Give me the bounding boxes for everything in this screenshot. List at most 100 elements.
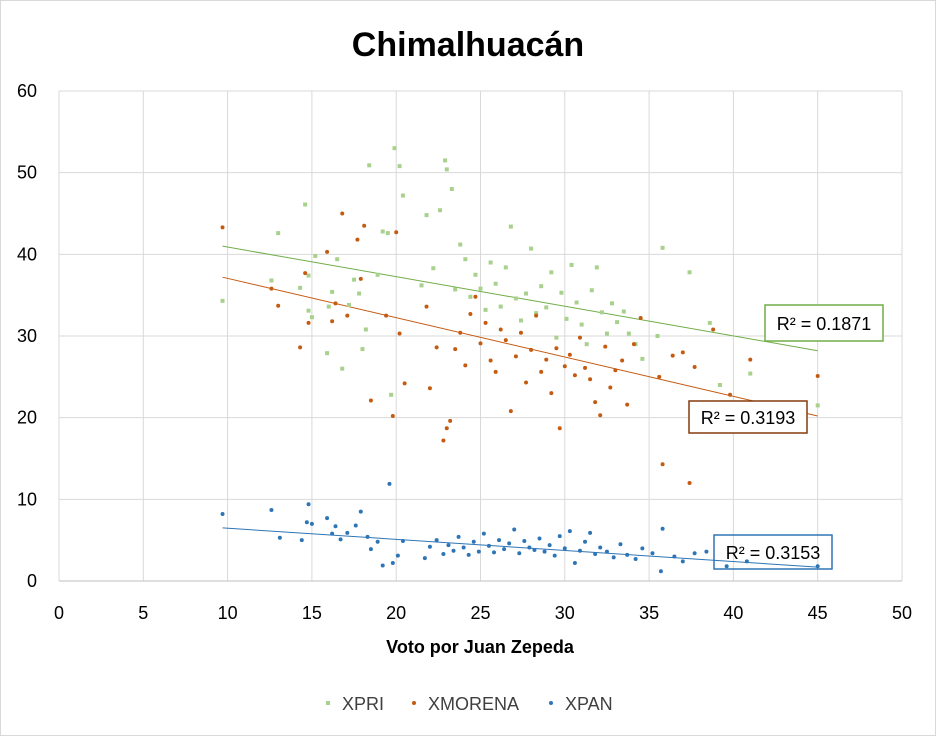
point-xpan [692, 551, 697, 556]
point-xmorena [473, 294, 478, 299]
point-xpan [650, 551, 655, 556]
point-xmorena [518, 330, 523, 335]
point-xpan [502, 547, 507, 552]
point-xmorena [583, 365, 588, 370]
point-xpri [335, 257, 340, 262]
point-xpri [330, 289, 335, 294]
point-xmorena [687, 481, 692, 485]
point-xmorena [598, 413, 603, 418]
point-xpan [572, 561, 577, 566]
point-xpan [557, 534, 562, 539]
point-xpri [313, 253, 318, 258]
legend-label-xmorena: XMORENA [428, 694, 519, 714]
x-tick-label: 25 [470, 603, 490, 623]
point-xpan [456, 534, 461, 539]
point-xpri [707, 320, 712, 325]
point-xpan [338, 537, 343, 542]
point-xpri [431, 266, 436, 271]
point-xmorena [303, 271, 308, 276]
point-xpri [599, 310, 604, 315]
point-xpri [564, 316, 569, 321]
point-xmorena [345, 313, 350, 318]
point-xpri [346, 302, 351, 307]
point-xmorena [424, 304, 429, 309]
point-xpri [815, 403, 820, 408]
point-xpan [633, 556, 638, 561]
point-xpri [419, 283, 424, 288]
point-xpri [503, 265, 508, 270]
point-xpan [380, 563, 385, 568]
point-xpri [397, 164, 402, 169]
point-xpan [604, 549, 609, 554]
point-xpan [611, 555, 616, 560]
point-xmorena [394, 230, 399, 235]
point-xmorena [692, 365, 697, 370]
x-tick-label: 20 [386, 603, 406, 623]
point-xmorena [670, 353, 675, 358]
point-xmorena [493, 369, 498, 374]
point-xmorena [613, 368, 618, 373]
point-xpan [815, 564, 820, 569]
point-xpan [567, 529, 572, 534]
legend-label-xpri: XPRI [342, 694, 384, 714]
point-xpan [640, 546, 645, 551]
point-xmorena [593, 400, 598, 405]
point-xmorena [554, 346, 559, 351]
point-xpri [554, 335, 559, 340]
point-xpan [672, 554, 677, 559]
point-xmorena [567, 352, 572, 357]
chart-title: Chimalhuacán [352, 26, 584, 64]
trendline-xpan [222, 527, 818, 568]
point-xpri [438, 208, 443, 213]
y-tick-label: 30 [17, 326, 37, 346]
point-xmorena [306, 320, 311, 325]
point-xpri [444, 167, 449, 172]
point-xpan [491, 550, 496, 555]
point-xpri [594, 265, 599, 270]
legend-label-xpan: XPAN [565, 694, 613, 714]
y-tick-label: 10 [17, 489, 37, 509]
point-xmorena [333, 301, 338, 306]
point-xpri [574, 300, 579, 305]
point-xpri [375, 272, 380, 277]
point-xmorena [638, 316, 643, 321]
point-xpri [655, 334, 660, 338]
point-xpan [333, 524, 338, 529]
point-xpri [473, 272, 478, 277]
point-xmorena [508, 409, 513, 414]
point-xmorena [441, 438, 446, 443]
legend: XPRI XMORENA XPAN [326, 694, 613, 714]
point-xpri [621, 309, 626, 314]
point-xpri [276, 231, 281, 236]
point-xmorena [748, 357, 753, 362]
x-tick-label: 5 [138, 603, 148, 623]
point-xpri [468, 294, 473, 299]
point-xpri [660, 245, 665, 250]
point-xpan [532, 547, 537, 552]
point-xpri [453, 287, 458, 292]
point-xpri [380, 229, 385, 234]
x-tick-label: 30 [555, 603, 575, 623]
legend-marker-xmorena [412, 701, 416, 705]
trendline-xmorena [222, 276, 818, 417]
point-xpan [562, 546, 567, 551]
point-xpri [303, 202, 308, 207]
point-xpri [687, 270, 692, 275]
r2-labels: R² = 0.1871 R² = 0.3193 R² = 0.3153 [688, 304, 884, 570]
point-xpri [400, 193, 405, 198]
point-xpan [625, 552, 630, 557]
trendline-xpri [222, 245, 818, 352]
point-xpri [483, 307, 488, 312]
point-xpan [375, 539, 380, 544]
point-xpri [549, 270, 554, 275]
point-xmorena [384, 313, 389, 318]
point-xpri [518, 318, 523, 323]
legend-marker-xpan [549, 701, 553, 705]
point-xpan [512, 527, 517, 532]
point-xmorena [427, 386, 432, 391]
r2-box-xmorena [688, 400, 808, 434]
x-tick-label: 50 [892, 603, 912, 623]
point-xmorena [488, 358, 493, 363]
point-xmorena [468, 311, 473, 316]
point-xmorena [463, 363, 468, 368]
